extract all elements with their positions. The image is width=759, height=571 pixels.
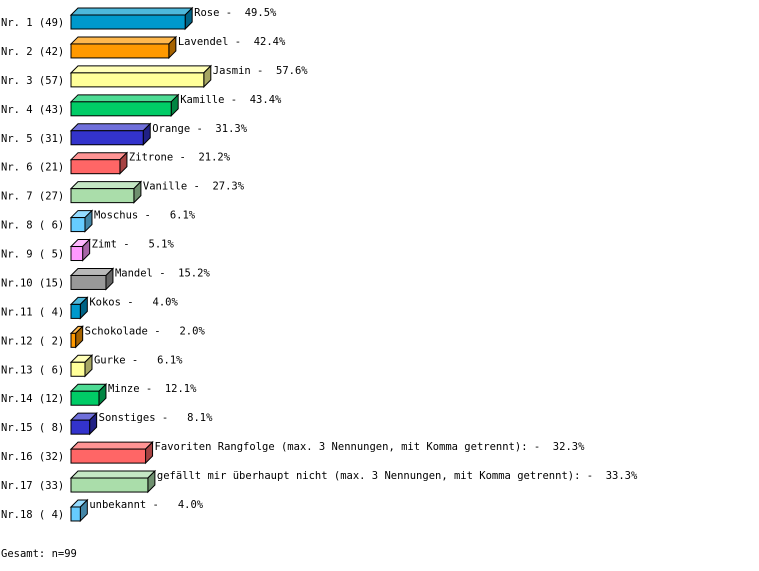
row-label: Nr. 5 (31)	[1, 133, 64, 145]
row-label: Nr.14 (12)	[1, 393, 64, 405]
bar	[70, 361, 86, 377]
row-label: Nr. 9 ( 5)	[1, 249, 64, 261]
bar-label: unbekannt - 4.0%	[89, 499, 203, 511]
bar	[70, 101, 172, 117]
row-label: Nr.12 ( 2)	[1, 335, 64, 347]
row-label: Nr. 2 (42)	[1, 46, 64, 58]
bar	[70, 390, 100, 406]
bar-label: Zimt - 5.1%	[92, 239, 175, 251]
row-label: Nr. 4 (43)	[1, 104, 64, 116]
row-label: Nr.11 ( 4)	[1, 306, 64, 318]
bar-label: Kamille - 43.4%	[180, 94, 282, 106]
bar-label: Mandel - 15.2%	[115, 267, 211, 279]
bar-top	[69, 152, 129, 161]
bar	[70, 14, 186, 30]
bar-top	[69, 94, 180, 103]
bar-label: Moschus - 6.1%	[94, 210, 196, 222]
row-label: Nr.17 (33)	[1, 480, 64, 492]
bar-top	[69, 7, 194, 16]
bar-label: Kokos - 4.0%	[89, 296, 178, 308]
row-label: Nr. 7 (27)	[1, 191, 64, 203]
row-label: Nr. 3 (57)	[1, 75, 64, 87]
bar	[70, 217, 86, 233]
bar-label: Minze - 12.1%	[108, 383, 197, 395]
bar	[70, 332, 77, 348]
bar-label: Orange - 31.3%	[152, 123, 248, 135]
bar	[70, 188, 135, 204]
bar	[70, 43, 170, 59]
bar-top	[69, 123, 152, 132]
bar	[70, 448, 147, 464]
bar-top	[69, 470, 157, 479]
bar-label: Sonstiges - 8.1%	[99, 412, 213, 424]
bar-top	[69, 441, 154, 450]
row-label: Nr. 8 ( 6)	[1, 220, 64, 232]
row-label: Nr.18 ( 4)	[1, 509, 64, 521]
row-label: Nr.15 ( 8)	[1, 422, 64, 434]
bar-label: Lavendel - 42.4%	[178, 36, 286, 48]
row-label: Nr.10 (15)	[1, 277, 64, 289]
bar-top	[69, 181, 143, 190]
bar	[70, 274, 107, 290]
bar-label: Zitrone - 21.2%	[129, 152, 231, 164]
bar	[70, 130, 144, 146]
bar-label: Gurke - 6.1%	[94, 354, 183, 366]
row-label: Nr. 6 (21)	[1, 162, 64, 174]
bar	[70, 419, 91, 435]
bar	[70, 303, 81, 319]
row-label: Nr. 1 (49)	[1, 17, 64, 29]
bar	[70, 72, 205, 88]
bar-label: gefällt mir überhaupt nicht (max. 3 Nenn…	[157, 470, 638, 482]
row-label: Nr.13 ( 6)	[1, 364, 64, 376]
total-label: Gesamt: n=99	[1, 548, 77, 560]
bar-label: Schokolade - 2.0%	[85, 325, 206, 337]
bar-label: Favoriten Rangfolge (max. 3 Nennungen, m…	[155, 441, 586, 453]
bar	[70, 159, 121, 175]
bar-label: Rose - 49.5%	[194, 7, 277, 19]
bar	[70, 246, 84, 262]
bar-label: Vanille - 27.3%	[143, 181, 245, 193]
bar	[70, 477, 149, 493]
bar-top	[69, 65, 213, 74]
bar-label: Jasmin - 57.6%	[213, 65, 309, 77]
row-label: Nr.16 (32)	[1, 451, 64, 463]
bar-top	[69, 36, 178, 45]
bar	[70, 506, 81, 522]
